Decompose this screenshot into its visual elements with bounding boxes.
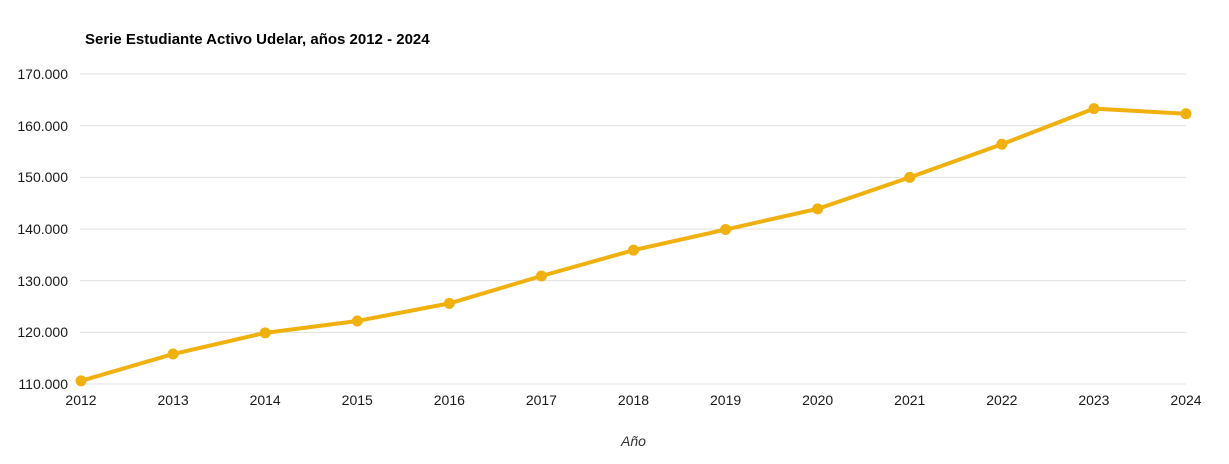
x-tick-label: 2020 — [802, 392, 834, 408]
x-tick-label: 2024 — [1170, 392, 1202, 408]
y-tick-label: 130.000 — [17, 272, 68, 289]
data-point-marker[interactable] — [1180, 108, 1192, 120]
data-point-marker[interactable] — [351, 315, 363, 327]
data-point-marker[interactable] — [812, 203, 824, 215]
x-tick-label: 2017 — [525, 392, 557, 408]
chart-title: Serie Estudiante Activo Udelar, años 201… — [85, 31, 430, 48]
x-tick-label: 2016 — [433, 392, 465, 408]
data-point-marker[interactable] — [1088, 103, 1100, 115]
data-point-marker[interactable] — [167, 348, 179, 360]
y-tick-label: 160.000 — [17, 117, 68, 134]
x-tick-label: 2013 — [157, 392, 189, 408]
x-tick-label: 2014 — [249, 392, 281, 408]
y-tick-label: 170.000 — [17, 66, 68, 82]
x-tick-label: 2021 — [894, 392, 926, 408]
x-tick-label: 2018 — [617, 392, 650, 408]
data-point-marker[interactable] — [904, 171, 916, 183]
x-tick-label: 2019 — [710, 392, 742, 408]
data-point-marker[interactable] — [443, 297, 455, 309]
data-point-marker[interactable] — [996, 138, 1008, 150]
y-tick-label: 150.000 — [17, 169, 68, 186]
data-point-marker[interactable] — [720, 224, 732, 236]
x-tick-label: 2023 — [1078, 392, 1110, 408]
data-point-marker[interactable] — [75, 375, 87, 387]
x-tick-label: 2012 — [65, 392, 97, 408]
x-axis-title: Año — [621, 433, 646, 449]
data-point-marker[interactable] — [628, 244, 639, 256]
x-tick-label: 2022 — [986, 392, 1018, 408]
data-point-marker[interactable] — [259, 327, 271, 339]
data-point-marker[interactable] — [535, 270, 547, 282]
y-tick-label: 140.000 — [17, 221, 68, 237]
x-tick-label: 2015 — [341, 392, 373, 408]
y-tick-label: 120.000 — [17, 324, 68, 341]
y-tick-label: 110.000 — [18, 376, 68, 392]
